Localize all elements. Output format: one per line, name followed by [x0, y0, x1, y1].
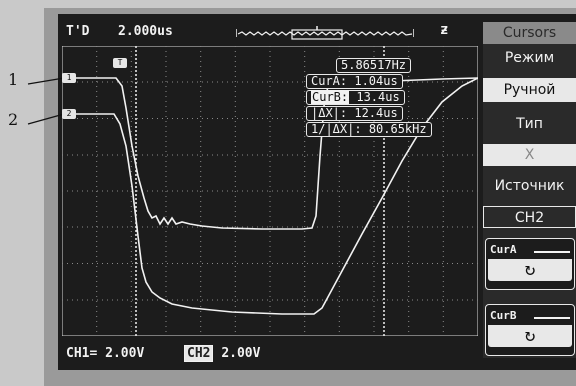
trigger-edge-icon: ƶ [440, 22, 449, 38]
menu-mode-label[interactable]: Режим [504, 50, 555, 66]
figure-label-1: 1 [8, 70, 19, 89]
menu-type-label[interactable]: Тип [516, 116, 543, 132]
menu-title: Cursors [483, 22, 576, 44]
delta-value: 12.4us [354, 106, 398, 120]
cursor-b-readout: CurB: 13.4us [306, 90, 405, 105]
cursor-a-line-icon [534, 251, 570, 253]
waveform-graticule [62, 46, 478, 336]
trigger-position-marker[interactable]: T [113, 58, 127, 68]
frequency-value: 5.86517Hz [341, 58, 407, 72]
cursor-b-line-icon [534, 317, 570, 319]
ch1-scale: CH1= 2.00V [66, 346, 145, 361]
menu-source-value[interactable]: CH2 [483, 206, 576, 228]
inverse-delta-value: 80.65kHz [368, 122, 427, 136]
ch2-ground-marker[interactable]: 2 [62, 109, 76, 119]
cursor-a-readout: CurA: 1.04us [306, 74, 403, 89]
run-mode-label: T'D [66, 24, 90, 39]
cursor-a-button[interactable]: CurA ↻ [485, 238, 575, 290]
cursor-a-button-label: CurA [490, 243, 517, 256]
cursor-b-button[interactable]: CurB ↻ [485, 304, 575, 356]
ch1-label: CH1 [66, 346, 90, 361]
ch2-trace [62, 77, 478, 315]
ch2-label: CH2 [184, 345, 214, 362]
timebase-readout: 2.000us [118, 24, 173, 39]
ch2-scale: CH2 2.00V [184, 345, 261, 362]
cursor-b-label: CurB: [311, 90, 350, 104]
grid-lines [62, 46, 478, 336]
cursor-b-button-label: CurB [490, 309, 517, 322]
inverse-delta-readout: 1/|ΔX|: 80.65kHz [306, 122, 432, 137]
cursor-b-value: 13.4us [356, 90, 400, 104]
cursors-menu: Cursors Режим Ручной Тип X Источник CH2 … [483, 22, 576, 358]
memory-depth-bar [236, 26, 414, 40]
inverse-delta-label: 1/|ΔX|: [311, 122, 362, 136]
menu-source-label[interactable]: Источник [494, 178, 565, 194]
cursor-b-knob-icon: ↻ [488, 325, 572, 347]
menu-type-value[interactable]: X [483, 144, 576, 166]
top-status-bar: T'D 2.000us ƶ [58, 18, 483, 44]
menu-mode-value[interactable]: Ручной [483, 78, 576, 102]
figure-label-2: 2 [8, 110, 19, 129]
bottom-status-bar: CH1= 2.00V CH2 2.00V [58, 342, 483, 366]
cursor-a-knob-icon: ↻ [488, 259, 572, 281]
cursor-a-value: 1.04us [354, 74, 398, 88]
delta-readout: |ΔX|: 12.4us [306, 106, 403, 121]
ch2-volts-per-div: 2.00V [221, 346, 261, 361]
frequency-readout: 5.86517Hz [336, 58, 412, 73]
ch1-volts-per-div: 2.00V [105, 346, 145, 361]
delta-label: |ΔX|: [311, 106, 348, 120]
ch1-ground-marker[interactable]: 1 [62, 73, 76, 83]
cursor-a-label: CurA: [311, 74, 348, 88]
